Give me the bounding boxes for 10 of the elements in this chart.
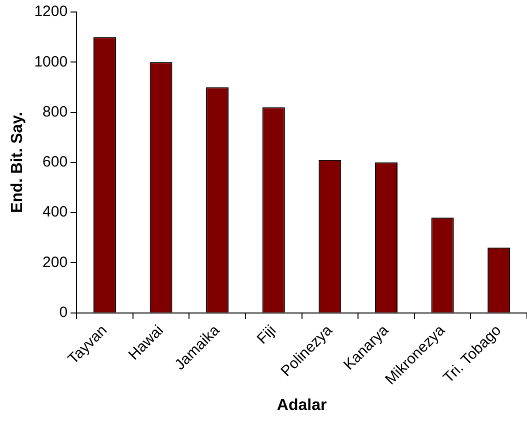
x-axis-title: Adalar (276, 396, 327, 414)
y-tick-label: 800 (42, 103, 68, 120)
y-tick-label: 0 (59, 304, 68, 321)
y-axis-title: End. Bit. Say. (9, 112, 26, 213)
y-tick-label: 600 (42, 154, 68, 171)
y-tick-label: 400 (42, 204, 68, 221)
y-tick-label: 1000 (34, 53, 68, 70)
y-tick-label: 1200 (34, 3, 68, 20)
y-tick-label: 200 (42, 254, 68, 271)
x-tick-label: Fiji (254, 322, 280, 348)
